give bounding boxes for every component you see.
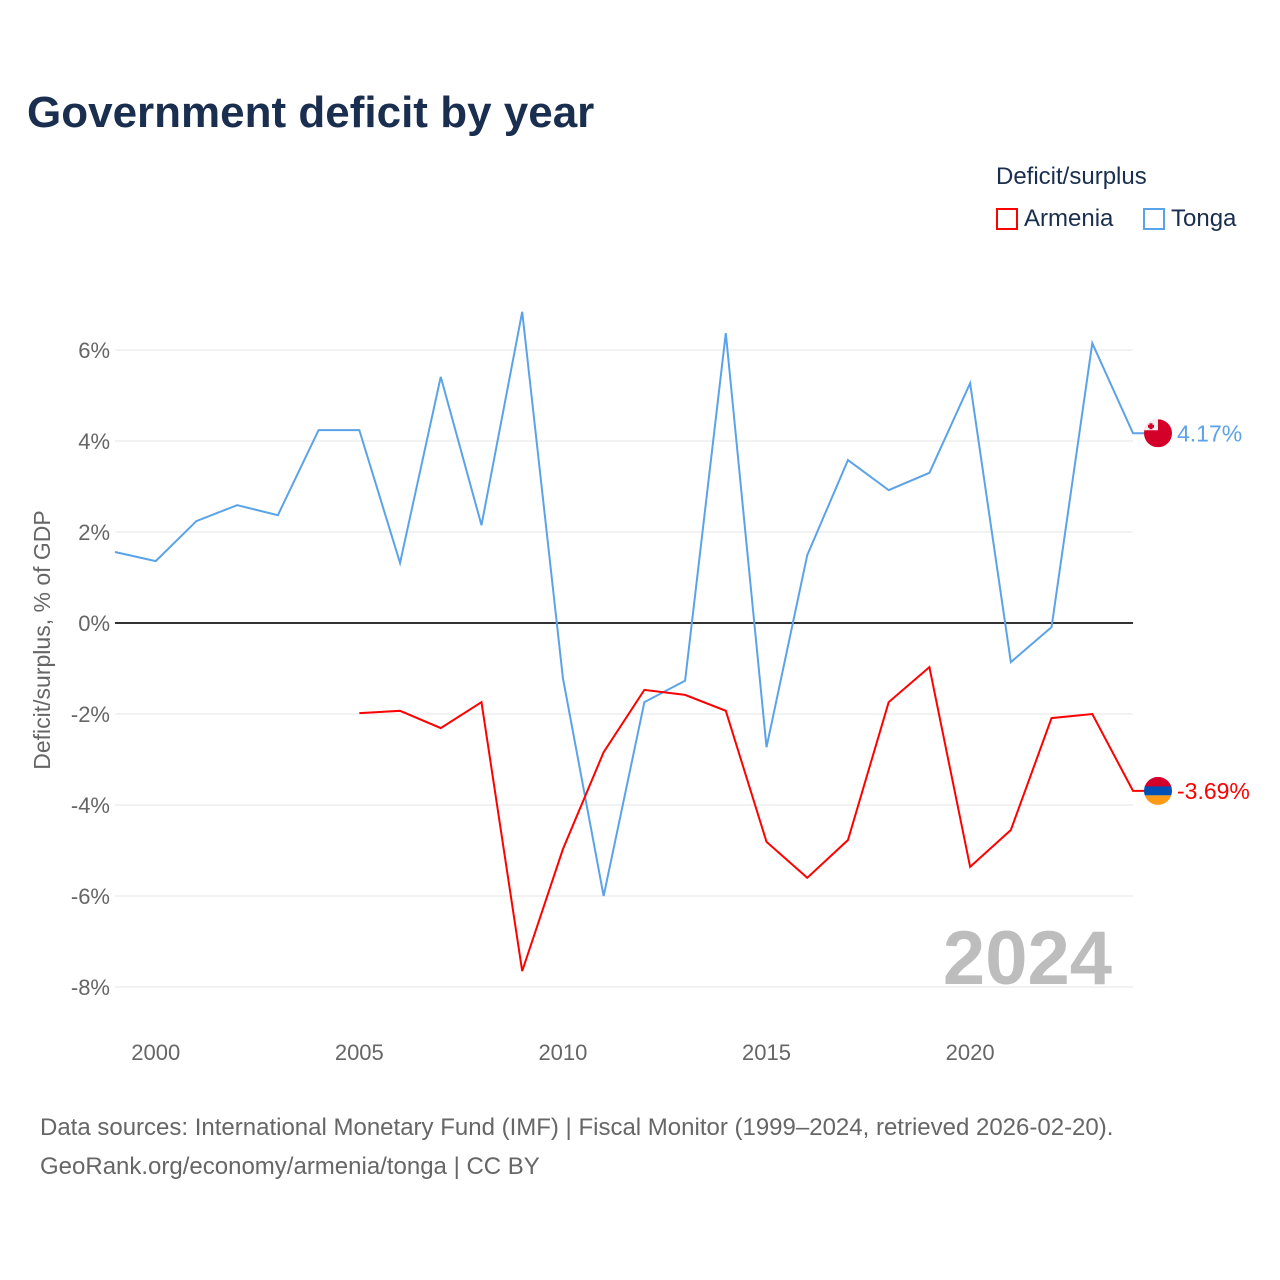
x-tick-label: 2020 [946,1040,995,1065]
series-line-tonga [114,311,1145,897]
data-point [276,513,280,517]
data-point [1050,716,1054,720]
data-point [968,381,972,385]
data-point [805,876,809,880]
data-point [887,700,891,704]
data-point [927,471,931,475]
data-point [1090,341,1094,345]
data-point [357,711,361,715]
data-point [1131,431,1135,435]
flag-shape [1144,776,1172,805]
data-point [357,428,361,432]
y-tick-label: 2% [78,520,110,545]
data-point [602,750,606,754]
data-point [113,550,117,554]
data-point [235,503,239,507]
data-point [194,519,198,523]
flag-tonga-icon [1144,419,1172,448]
data-point [846,458,850,462]
data-point [927,665,931,669]
data-point [1009,828,1013,832]
data-point [398,709,402,713]
data-point [642,700,646,704]
y-axis-label: Deficit/surplus, % of GDP [29,510,55,769]
data-point [154,559,158,563]
data-point [561,676,565,680]
data-point [846,838,850,842]
data-point [1131,789,1135,793]
data-point [642,688,646,692]
chart-title: Government deficit by year [27,88,595,137]
data-point [968,865,972,869]
data-point [520,969,524,973]
footer: Data sources: International Monetary Fun… [40,1108,1113,1186]
flag-armenia-icon [1144,776,1172,805]
y-tick-label: -4% [71,793,110,818]
y-tick-label: -8% [71,975,110,1000]
data-point [561,847,565,851]
footer-sources: Data sources: International Monetary Fun… [40,1114,1114,1141]
flag-cross [1148,424,1154,428]
series-line-armenia [359,665,1145,972]
x-tick-label: 2010 [538,1040,587,1065]
legend-swatch-armenia [996,208,1018,230]
legend-swatch-tonga [1143,208,1165,230]
data-point [479,523,483,527]
data-point [317,428,321,432]
legend-label: Tonga [1171,205,1237,232]
flag-stripe [1144,795,1172,805]
x-tick-label: 2005 [335,1040,384,1065]
legend-item-armenia[interactable]: Armenia [996,205,1113,233]
data-point [724,331,728,335]
flag-stripe [1144,786,1172,796]
legend-label: Armenia [1024,205,1114,232]
data-point [683,679,687,683]
y-tick-label: 0% [78,611,110,636]
data-point [398,561,402,565]
data-point [805,553,809,557]
end-value-label: 4.17% [1177,420,1242,446]
x-tick-label: 2015 [742,1040,791,1065]
flag-stripe [1144,776,1172,787]
data-point [439,375,443,379]
data-point [765,840,769,844]
y-tick-label: -6% [71,884,110,909]
x-tick-label: 2000 [131,1040,180,1065]
legend-item-tonga[interactable]: Tonga [1143,205,1236,233]
flag-shape [1144,419,1172,448]
data-point [765,745,769,749]
data-point [1009,660,1013,664]
year-watermark: 2024 [943,916,1112,1001]
data-point [439,726,443,730]
data-point [479,700,483,704]
data-point [1050,625,1054,629]
data-point [1090,712,1094,716]
data-point [683,693,687,697]
footer-link[interactable]: GeoRank.org/economy/armenia/tonga | CC B… [40,1153,540,1180]
data-point [602,894,606,898]
y-tick-label: 4% [78,429,110,454]
y-tick-label: -2% [71,702,110,727]
data-point [887,488,891,492]
data-point [724,709,728,713]
data-point [520,310,524,314]
legend-title: Deficit/surplus [996,163,1147,190]
y-tick-label: 6% [78,338,110,363]
end-value-label: -3.69% [1177,778,1250,804]
